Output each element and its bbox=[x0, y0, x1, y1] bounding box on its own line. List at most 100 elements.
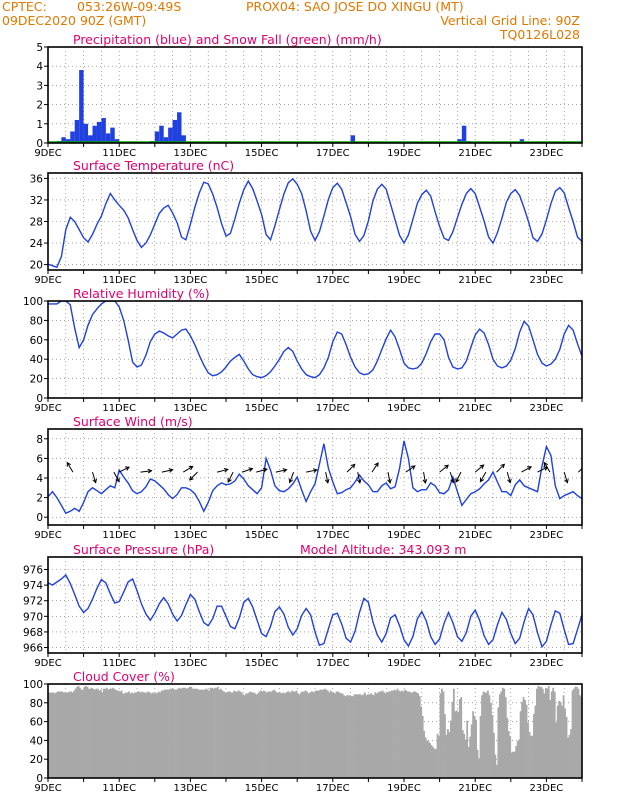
cloud-bar bbox=[274, 691, 277, 778]
cloud-bar bbox=[564, 708, 566, 778]
cloud-bar bbox=[372, 695, 375, 778]
cloud-bar bbox=[55, 692, 58, 778]
wind-vector bbox=[357, 472, 361, 483]
y-tick-label: 0 bbox=[36, 512, 43, 524]
cloud-bar bbox=[218, 689, 221, 778]
cloud-bar bbox=[464, 739, 467, 778]
x-tick-label: 19DEC bbox=[387, 275, 421, 286]
cloud-bar bbox=[441, 688, 443, 778]
wind-vector bbox=[66, 462, 74, 473]
cloud-bar bbox=[343, 695, 345, 778]
cloud-bar bbox=[509, 736, 512, 778]
cloud-bar bbox=[395, 690, 397, 778]
cloud-bar bbox=[317, 690, 320, 778]
cloud-bar bbox=[369, 693, 372, 778]
cloud-bar bbox=[512, 751, 515, 778]
cloud-bar bbox=[283, 693, 286, 778]
cloud-bar bbox=[292, 691, 295, 778]
panel-annotation-pressure: Model Altitude: 343.093 m bbox=[300, 542, 466, 557]
x-tick-label: 9DEC bbox=[34, 658, 61, 669]
cloud-bar bbox=[114, 689, 117, 778]
y-tick-label: 32 bbox=[30, 195, 43, 207]
cloud-bar bbox=[381, 690, 384, 778]
cloud-bar bbox=[295, 690, 298, 778]
cloud-bar bbox=[503, 688, 506, 778]
cloud-bar bbox=[108, 688, 111, 778]
wind-vector bbox=[92, 471, 97, 483]
cloud-bar bbox=[175, 689, 178, 778]
cloud-bar bbox=[380, 691, 383, 778]
cloud-bar bbox=[411, 692, 414, 778]
y-tick-label: 0 bbox=[36, 773, 43, 785]
cloud-bar bbox=[516, 741, 519, 778]
cloud-bar bbox=[144, 692, 147, 778]
cloud-bar bbox=[546, 688, 549, 778]
y-tick-label: 40 bbox=[30, 354, 43, 366]
cloud-bar bbox=[187, 687, 190, 778]
cloud-bar bbox=[137, 691, 139, 778]
x-tick-label: 9DEC bbox=[34, 783, 61, 794]
wind-vector bbox=[543, 462, 551, 473]
cloud-bar bbox=[371, 694, 374, 778]
cloud-bar bbox=[414, 691, 417, 778]
cloud-bar bbox=[552, 687, 555, 778]
cloud-bar bbox=[56, 691, 59, 778]
x-tick-label: 17DEC bbox=[316, 783, 350, 794]
wind-vector-head bbox=[527, 466, 533, 471]
cloud-bar bbox=[294, 691, 297, 778]
cloud-bar bbox=[472, 711, 475, 778]
cloud-bar bbox=[309, 692, 311, 778]
y-tick-label: 0 bbox=[36, 138, 43, 150]
panel-wind: 0 2 4 6 8 9DEC 11DEC 13DEC 15DEC 17DEC 19DEC 21DEC 2… bbox=[34, 414, 583, 541]
cloud-bar bbox=[178, 687, 181, 778]
cloud-bar bbox=[271, 690, 274, 778]
cloud-bar bbox=[83, 686, 86, 778]
cloud-bar bbox=[205, 688, 208, 778]
cloud-bar bbox=[366, 694, 369, 778]
cloud-bar bbox=[93, 689, 96, 778]
cloud-bar bbox=[98, 690, 101, 778]
wind-vector-head bbox=[543, 461, 549, 467]
wind-vector bbox=[241, 468, 253, 473]
cloud-bar bbox=[430, 745, 433, 778]
cloud-bar bbox=[555, 722, 558, 778]
wind-vector bbox=[405, 465, 416, 473]
wind-vector bbox=[289, 471, 295, 483]
y-tick-label: 20 bbox=[30, 374, 43, 386]
cloud-bar bbox=[521, 701, 523, 778]
cloud-bar bbox=[444, 714, 446, 778]
cloud-bar bbox=[467, 746, 470, 778]
cloud-bar bbox=[402, 691, 405, 778]
cloud-bar bbox=[129, 693, 132, 778]
cloud-bar bbox=[537, 685, 540, 778]
cloud-bar bbox=[340, 693, 342, 778]
header-run-id: TQ0126L028 bbox=[499, 27, 580, 42]
cloud-bar bbox=[481, 695, 483, 778]
cloud-bar bbox=[355, 694, 357, 778]
cloud-bar bbox=[113, 688, 116, 778]
cloud-bar bbox=[498, 694, 501, 778]
cloud-bar bbox=[248, 692, 251, 778]
cloud-bar bbox=[409, 692, 412, 778]
cloud-bar bbox=[249, 691, 252, 778]
cloud-bar bbox=[86, 686, 89, 778]
cloud-bar bbox=[536, 688, 538, 778]
cloud-bar bbox=[561, 705, 564, 778]
cloud-bar bbox=[390, 690, 393, 778]
x-tick-label: 13DEC bbox=[174, 148, 208, 159]
panel-title-wind: Surface Wind (m/s) bbox=[73, 414, 193, 429]
wind-vector bbox=[371, 462, 379, 473]
cloud-bar bbox=[393, 689, 396, 778]
cloud-bar bbox=[501, 687, 504, 778]
cloud-bar bbox=[74, 688, 77, 778]
cloud-bar bbox=[347, 695, 350, 778]
cloud-bar bbox=[603, 692, 605, 778]
wind-vector-head bbox=[248, 467, 254, 472]
panel-frame bbox=[47, 300, 583, 399]
x-tick-label: 21DEC bbox=[458, 783, 492, 794]
wind-vector-head bbox=[422, 479, 428, 484]
x-tick-label: 11DEC bbox=[102, 148, 136, 159]
wind-vector bbox=[325, 472, 329, 483]
panel-frame bbox=[47, 556, 583, 654]
